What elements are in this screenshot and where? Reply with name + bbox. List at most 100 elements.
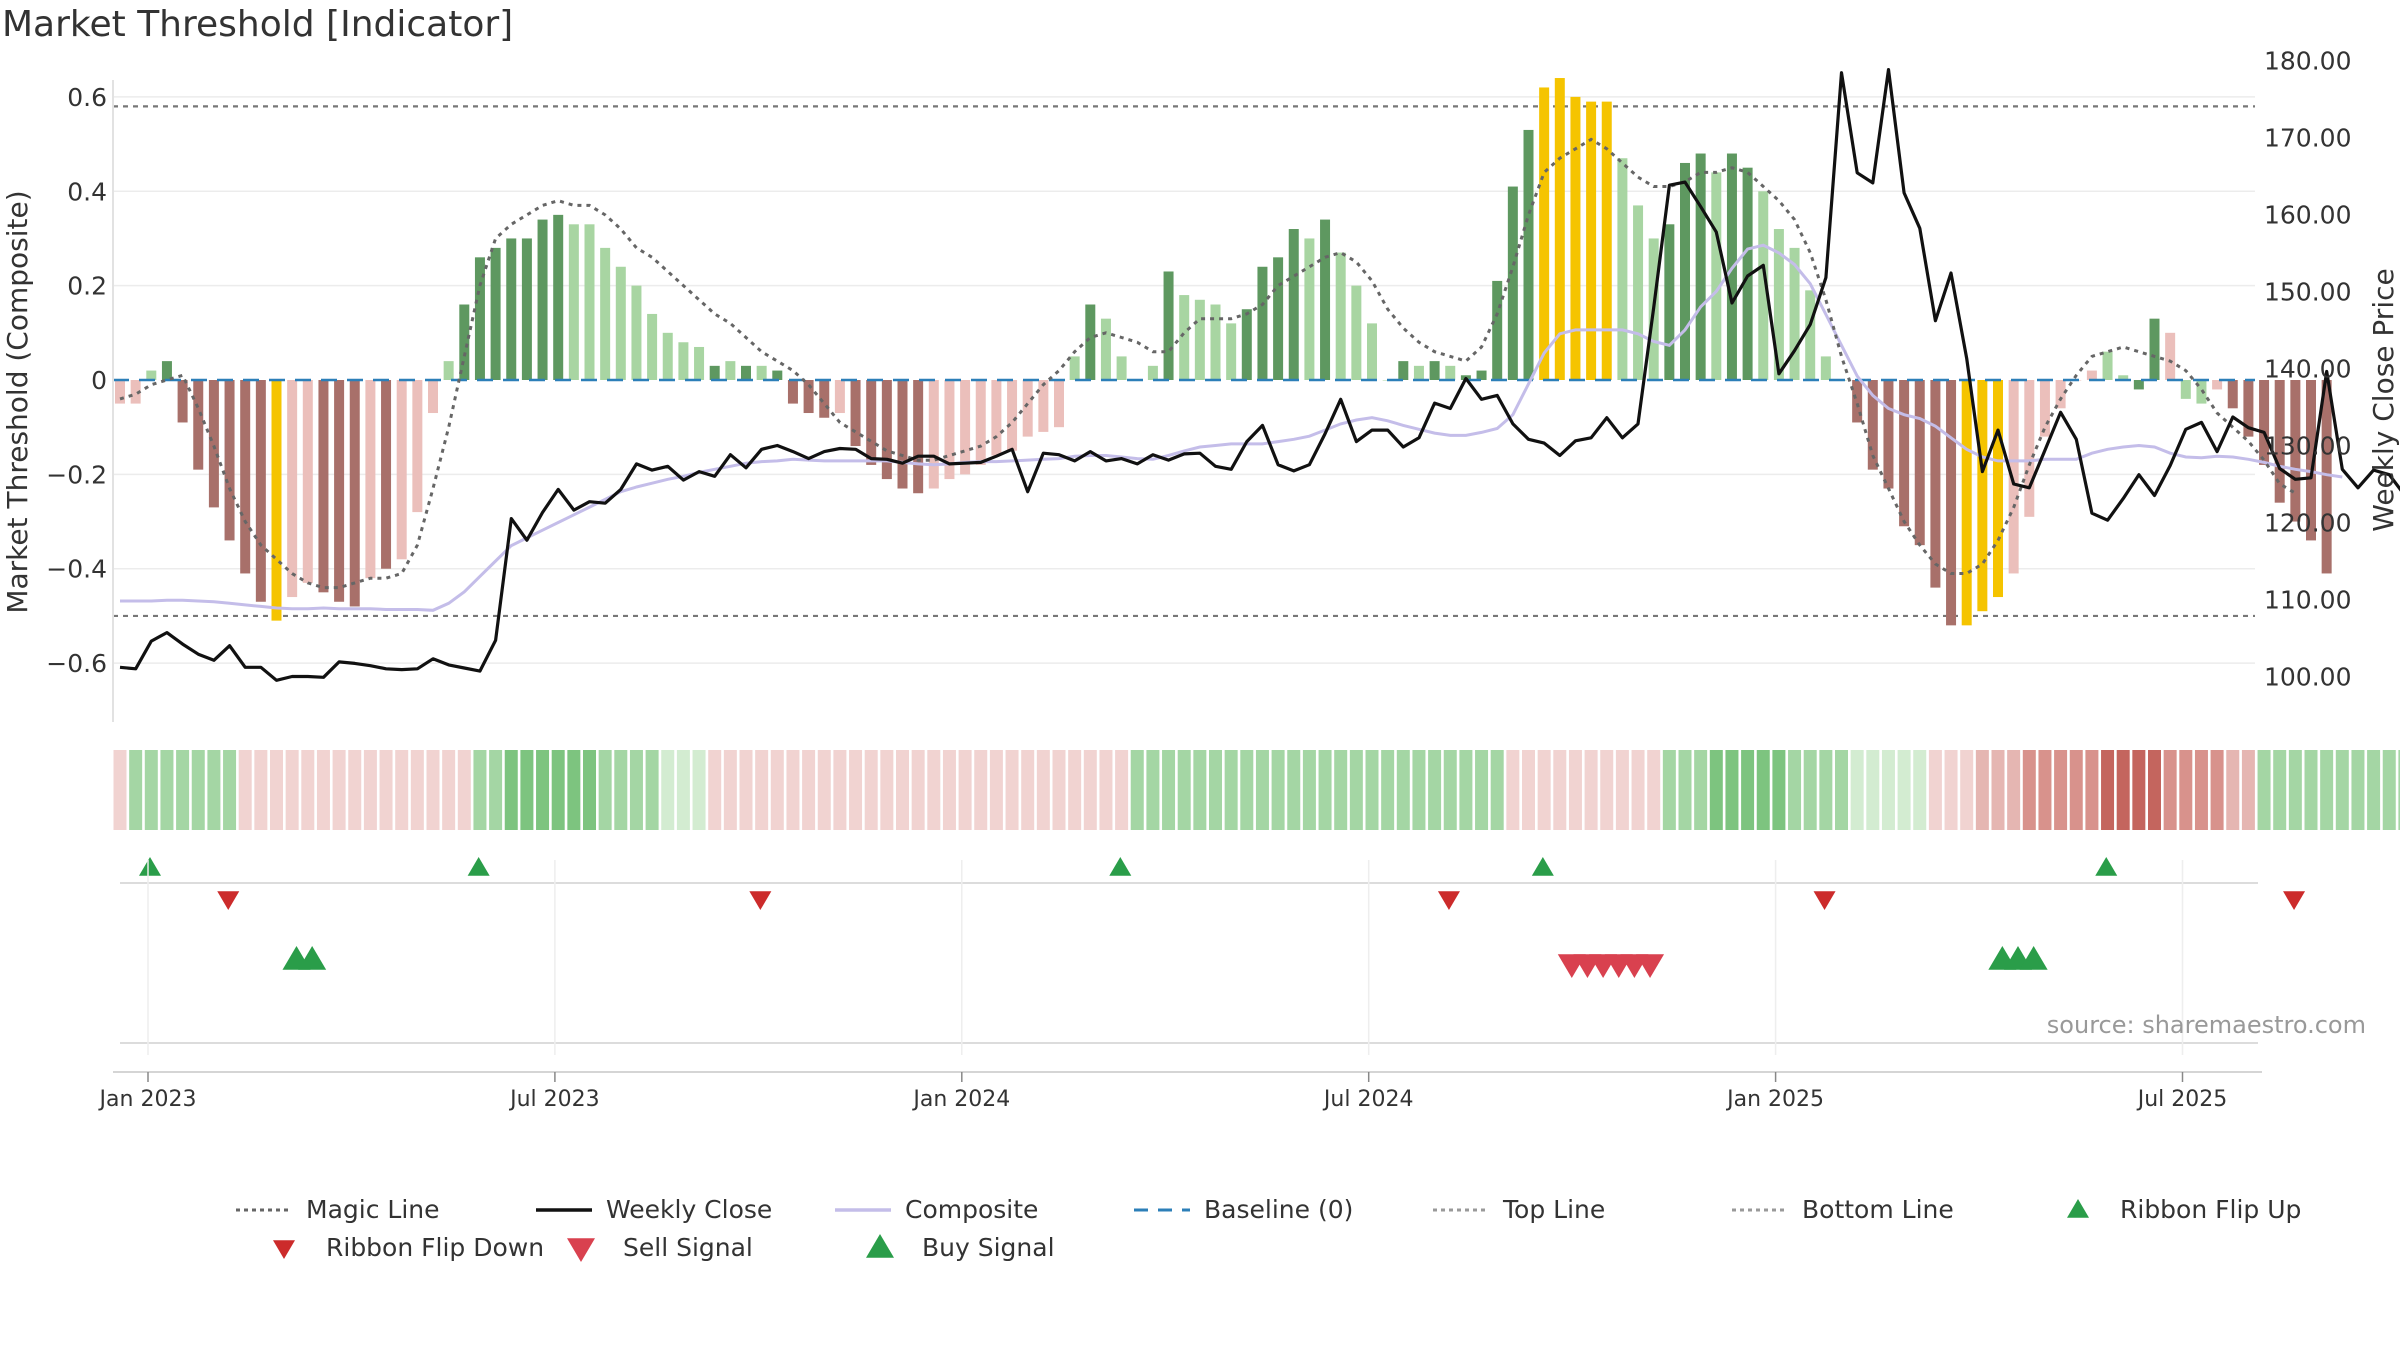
composite-bar bbox=[741, 365, 751, 380]
composite-bar bbox=[897, 380, 908, 489]
buy-signal-marker bbox=[2019, 946, 2048, 970]
ribbon-cell bbox=[2351, 750, 2365, 830]
ribbon-cell bbox=[2116, 750, 2130, 830]
ribbon-cell bbox=[2022, 750, 2036, 830]
ribbon-flip-down-marker bbox=[1813, 891, 1836, 910]
ribbon-cell bbox=[2367, 750, 2381, 830]
composite-bar bbox=[866, 380, 877, 465]
ribbon-cell bbox=[1568, 750, 1582, 830]
left-tick-label: 0 bbox=[91, 366, 107, 395]
composite-bar bbox=[1069, 356, 1080, 380]
ribbon-cell bbox=[332, 750, 346, 830]
composite-bar bbox=[944, 380, 955, 480]
composite-bar bbox=[1820, 356, 1831, 380]
ribbon-cell bbox=[442, 750, 456, 830]
composite-bar bbox=[850, 380, 861, 447]
composite-bar bbox=[678, 342, 689, 380]
x-tick-label: Jul 2024 bbox=[1322, 1087, 1414, 1112]
ribbon-cell bbox=[1209, 750, 1222, 830]
composite-bar bbox=[2227, 380, 2238, 409]
ribbon-cell bbox=[661, 750, 675, 830]
composite-bar bbox=[1961, 380, 1972, 626]
composite-bar bbox=[803, 380, 814, 414]
composite-bar bbox=[2055, 380, 2066, 409]
ribbon-cell bbox=[927, 750, 941, 830]
ribbon-cell bbox=[1475, 750, 1489, 830]
ribbon-cell bbox=[880, 750, 894, 830]
ribbon-cell bbox=[2179, 750, 2193, 830]
ribbon-cell bbox=[457, 750, 471, 830]
ribbon-cell bbox=[1381, 750, 1395, 830]
ribbon-cell bbox=[2304, 750, 2318, 830]
composite-bar bbox=[584, 224, 595, 380]
composite-bar bbox=[1492, 280, 1503, 380]
ribbon-cell bbox=[1193, 750, 1207, 830]
composite-bar bbox=[834, 380, 845, 414]
legend-label: Bottom Line bbox=[1802, 1195, 1954, 1224]
ribbon-cell bbox=[1490, 750, 1504, 830]
ribbon-cell bbox=[363, 750, 377, 830]
composite-bar bbox=[913, 380, 924, 494]
composite-bar bbox=[1883, 380, 1894, 489]
ribbon-cell bbox=[536, 750, 550, 830]
composite-bar bbox=[1320, 219, 1331, 380]
composite-bar bbox=[1241, 309, 1252, 380]
composite-bar bbox=[2259, 380, 2270, 465]
composite-bar bbox=[2212, 380, 2223, 390]
ribbon-cell bbox=[2210, 750, 2224, 830]
composite-bar bbox=[474, 257, 485, 380]
ribbon-cell bbox=[316, 750, 330, 830]
composite-bar bbox=[1116, 356, 1127, 380]
axes: 0.6 0.4 0.2 0 −0.2 −0.4 −0.6 180.00 170.00 160.00… bbox=[1, 46, 2400, 722]
ribbon-cell bbox=[2382, 750, 2396, 830]
ribbon-cell bbox=[1835, 750, 1848, 830]
composite-bar bbox=[647, 313, 658, 380]
legend-label: Ribbon Flip Down bbox=[326, 1233, 544, 1262]
legend-swatch bbox=[273, 1240, 295, 1259]
ribbon-cell bbox=[1756, 750, 1770, 830]
ribbon-cell bbox=[348, 750, 362, 830]
composite-bar bbox=[1742, 167, 1753, 380]
composite-bar bbox=[756, 365, 767, 380]
ribbon-cell bbox=[1083, 750, 1097, 830]
ribbon-cell bbox=[2038, 750, 2052, 830]
ribbon-cell bbox=[1928, 750, 1942, 830]
ribbon-cell bbox=[1334, 750, 1348, 830]
composite-bar bbox=[412, 380, 423, 513]
composite-bar bbox=[1226, 323, 1237, 380]
ribbon-cell bbox=[1960, 750, 1974, 830]
ribbon-cell bbox=[770, 750, 784, 830]
ribbon-flip-down-marker bbox=[1437, 891, 1460, 910]
composite-bars bbox=[115, 78, 2332, 626]
legend-label: Top Line bbox=[1502, 1195, 1605, 1224]
ribbon-cell bbox=[1130, 750, 1144, 830]
composite-bar bbox=[1539, 87, 1550, 381]
ribbon-cell bbox=[426, 750, 440, 830]
ribbon-cell bbox=[786, 750, 800, 830]
composite-bar bbox=[2024, 380, 2035, 517]
ribbon-cell bbox=[2335, 750, 2349, 830]
legend-swatch bbox=[567, 1238, 595, 1262]
composite-bar bbox=[1288, 229, 1299, 380]
ribbon-cell bbox=[1240, 750, 1254, 830]
composite-bar bbox=[1194, 299, 1205, 380]
composite-bar bbox=[115, 380, 125, 404]
weekly-close-line bbox=[119, 67, 2400, 682]
composite-bar bbox=[1617, 158, 1628, 380]
ribbon-cell bbox=[1115, 750, 1129, 830]
ribbon-cell bbox=[113, 750, 127, 830]
composite-bar bbox=[521, 238, 532, 380]
ribbon-cell bbox=[285, 750, 299, 830]
ribbon-cell bbox=[2148, 750, 2161, 830]
ribbon-cell bbox=[2273, 750, 2287, 830]
composite-bar bbox=[568, 224, 579, 380]
right-tick-label: 150.00 bbox=[2264, 277, 2351, 306]
ribbon-cell bbox=[1897, 750, 1911, 830]
ribbon-flip-down-marker bbox=[749, 891, 772, 910]
ribbon-cell bbox=[1162, 750, 1176, 830]
legend-swatch bbox=[2067, 1199, 2089, 1218]
ribbon-cell bbox=[2320, 750, 2334, 830]
ribbon-cell bbox=[1647, 750, 1661, 830]
composite-bar bbox=[302, 380, 313, 583]
ribbon-cell bbox=[1287, 750, 1301, 830]
